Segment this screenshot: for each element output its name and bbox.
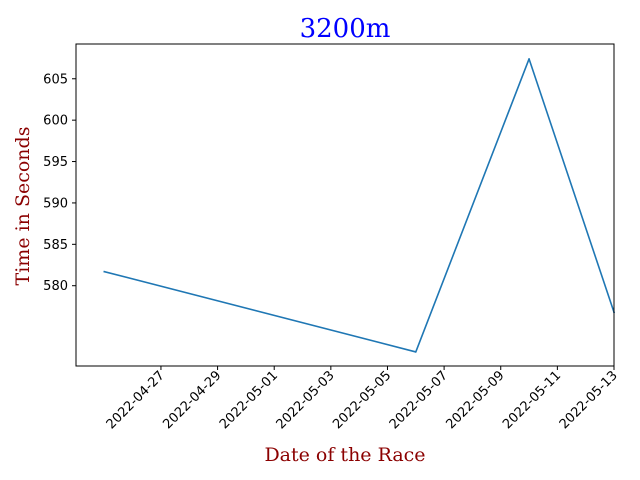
data-point (414, 351, 417, 353)
y-tick-label: 595 (43, 155, 68, 170)
y-tick-label: 605 (43, 72, 68, 87)
data-point (103, 270, 106, 273)
data-point (528, 58, 530, 60)
series-line (103, 58, 616, 353)
y-tick-label: 590 (43, 196, 68, 211)
y-tick-label: 600 (43, 114, 68, 129)
y-tick-label: 580 (43, 279, 68, 294)
y-axis-title: Time in Seconds (12, 127, 34, 286)
chart-title: 3200m (300, 14, 391, 44)
plot-frame (75, 43, 615, 367)
y-tick-label: 585 (43, 238, 68, 253)
x-axis-title: Date of the Race (264, 444, 425, 466)
